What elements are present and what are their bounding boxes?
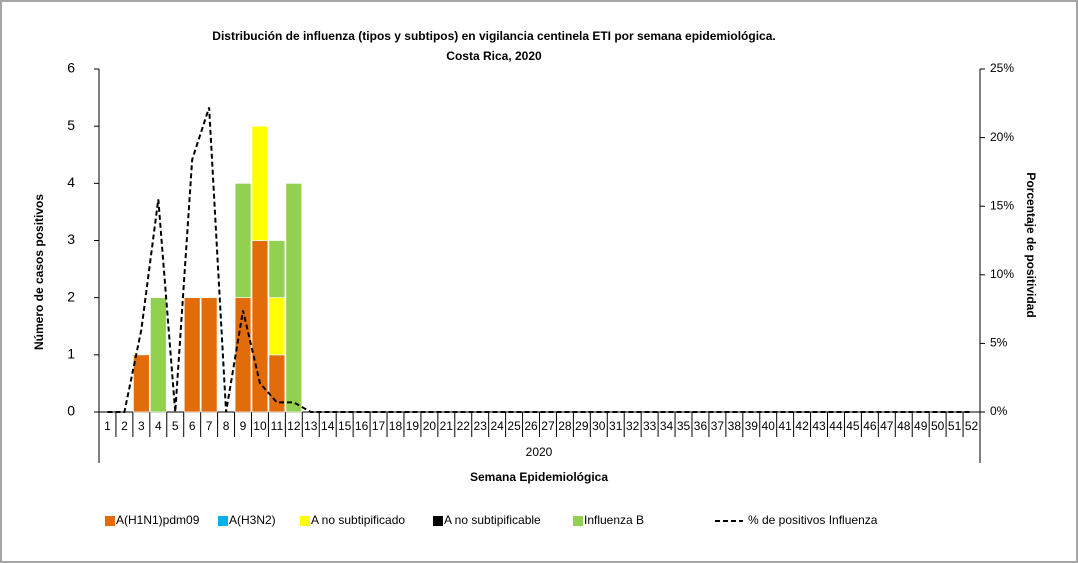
x-tick-label: 48 — [897, 419, 911, 433]
x-tick-label: 24 — [490, 419, 504, 433]
x-tick-label: 42 — [795, 419, 809, 433]
x-tick-label: 27 — [541, 419, 555, 433]
x-tick-label: 41 — [778, 419, 792, 433]
x-tick-label: 20 — [423, 419, 437, 433]
x-tick-label: 36 — [694, 419, 708, 433]
x-tick-label: 17 — [372, 419, 386, 433]
y-axis-label: Número de casos positivos — [32, 194, 46, 350]
y-tick-label: 3 — [67, 231, 75, 247]
bar-segment — [251, 125, 269, 241]
y2-tick-label: 20% — [990, 130, 1014, 144]
x-tick-label: 26 — [524, 419, 538, 433]
bar-segment — [234, 182, 252, 299]
x-tick-label: 29 — [575, 419, 589, 433]
x-tick-label: 37 — [711, 419, 725, 433]
y2-tick-label: 25% — [990, 61, 1014, 75]
bar-segment — [200, 297, 218, 413]
legend-label: A no subtipificado — [311, 513, 405, 527]
x-tick-label: 7 — [206, 419, 213, 433]
x-tick-label: 49 — [914, 419, 928, 433]
x-tick-label: 6 — [189, 419, 196, 433]
legend-label: % de positivos Influenza — [748, 513, 878, 527]
x-tick-label: 38 — [728, 419, 742, 433]
x-tick-label: 3 — [138, 419, 145, 433]
legend-marker — [573, 516, 583, 526]
y-tick-label: 2 — [67, 288, 75, 304]
x-tick-label: 25 — [507, 419, 521, 433]
x-tick-label: 21 — [440, 419, 454, 433]
x-tick-label: 13 — [304, 419, 318, 433]
x-tick-label: 11 — [271, 419, 284, 433]
legend-marker — [218, 516, 228, 526]
y2-axis-label: Porcentaje de positividad — [1024, 172, 1038, 317]
x-tick-label: 51 — [948, 419, 962, 433]
x-tick-label: 30 — [592, 419, 606, 433]
x-tick-label: 4 — [155, 419, 162, 433]
x-tick-label: 14 — [321, 419, 335, 433]
y-tick-label: 6 — [67, 60, 75, 76]
x-tick-label: 10 — [253, 419, 267, 433]
x-tick-label: 52 — [965, 419, 979, 433]
x-tick-label: 31 — [609, 419, 623, 433]
x-tick-label: 16 — [355, 419, 369, 433]
x-tick-label: 28 — [558, 419, 572, 433]
bar-segment — [268, 240, 286, 299]
x-tick-label: 2 — [121, 419, 128, 433]
chart-subtitle: Costa Rica, 2020 — [446, 49, 542, 63]
y2-tick-label: 15% — [990, 198, 1014, 212]
bar-segment — [268, 354, 286, 413]
legend-label: A(H3N2) — [229, 513, 276, 527]
bar-segment — [133, 354, 150, 413]
x-axis-label: Semana Epidemiológica — [470, 470, 608, 484]
legend-marker — [105, 516, 115, 526]
y-tick-label: 5 — [67, 117, 75, 133]
y2-tick-label: 5% — [990, 336, 1008, 350]
legend-marker — [433, 516, 443, 526]
x-tick-label: 33 — [643, 419, 657, 433]
x-tick-label: 40 — [762, 419, 776, 433]
chart-title: Distribución de influenza (tipos y subti… — [212, 29, 775, 43]
legend-label: A no subtipificable — [444, 513, 541, 527]
bar-segment — [285, 182, 303, 413]
x-tick-label: 32 — [626, 419, 640, 433]
x-tick-label: 35 — [677, 419, 691, 433]
x-tick-label: 39 — [745, 419, 759, 433]
x-tick-label: 5 — [172, 419, 179, 433]
x-tick-label: 47 — [880, 419, 894, 433]
bar-segment — [183, 297, 201, 413]
x-group-label: 2020 — [526, 445, 553, 459]
x-tick-label: 8 — [223, 419, 230, 433]
x-tick-label: 15 — [338, 419, 352, 433]
bar-segment — [234, 297, 252, 413]
x-tick-label: 1 — [104, 419, 111, 433]
y-tick-label: 4 — [67, 174, 75, 190]
y2-tick-label: 0% — [990, 404, 1008, 418]
x-tick-label: 45 — [846, 419, 860, 433]
x-tick-label: 19 — [406, 419, 420, 433]
legend-label: A(H1N1)pdm09 — [116, 513, 200, 527]
bar-segment — [268, 297, 286, 356]
x-tick-label: 22 — [457, 419, 471, 433]
x-tick-label: 46 — [863, 419, 877, 433]
x-tick-label: 9 — [240, 419, 247, 433]
legend-marker — [300, 516, 310, 526]
x-tick-label: 44 — [829, 419, 843, 433]
legend-label: Influenza B — [584, 513, 644, 527]
x-tick-label: 43 — [812, 419, 826, 433]
y-tick-label: 0 — [67, 403, 75, 419]
bar-segment — [251, 240, 269, 413]
y2-tick-label: 10% — [990, 267, 1014, 281]
x-tick-label: 34 — [660, 419, 674, 433]
x-tick-label: 12 — [287, 419, 301, 433]
x-tick-label: 18 — [389, 419, 403, 433]
x-tick-label: 50 — [931, 419, 945, 433]
y-tick-label: 1 — [67, 346, 75, 362]
x-tick-label: 23 — [474, 419, 488, 433]
bar-segment — [149, 297, 167, 413]
